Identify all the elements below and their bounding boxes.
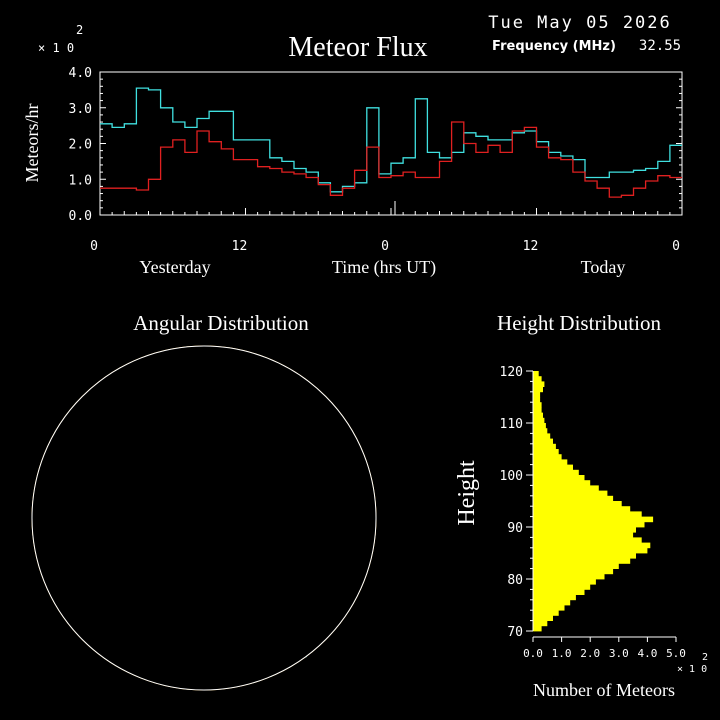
angular-distribution-plot [31,345,377,691]
flux-series-cyan [100,87,682,193]
flux-chart: 0.0 1.0 2.0 3.0 4.0 0 12 0 12 0 [69,66,683,254]
flux-series-red [100,121,682,198]
angular-title: Angular Distribution [133,311,309,335]
flux-multiplier-exp: 2 [76,23,83,37]
day-label-today: Today [581,257,626,277]
flux-x-tick-label: 0 [381,239,389,254]
flux-y-tick-label: 0.0 [69,209,92,224]
chart-title: Meteor Flux [288,32,427,63]
flux-x-tick-label: 0 [672,239,680,254]
flux-y-tick-label: 4.0 [69,66,92,81]
flux-x-tick-label: 12 [523,239,539,254]
date-label: Tue May 05 2026 [488,13,672,33]
flux-multiplier-base: × 1 0 [38,41,74,55]
flux-plot-frame [99,71,683,216]
flux-y-tick-label: 1.0 [69,173,92,188]
flux-y-axis-label: Meteors/hr [22,104,42,183]
flux-x-tick-label: 12 [232,239,248,254]
flux-x-tick-label: 0 [90,239,98,254]
day-label-yesterday: Yesterday [139,257,210,277]
frequency-value: 32.55 [639,38,681,54]
flux-x-axis-label: Time (hrs UT) [332,257,436,278]
frequency-label: Frequency (MHz) [492,39,616,54]
flux-y-tick-label: 2.0 [69,138,92,153]
flux-y-tick-label: 3.0 [69,102,92,117]
